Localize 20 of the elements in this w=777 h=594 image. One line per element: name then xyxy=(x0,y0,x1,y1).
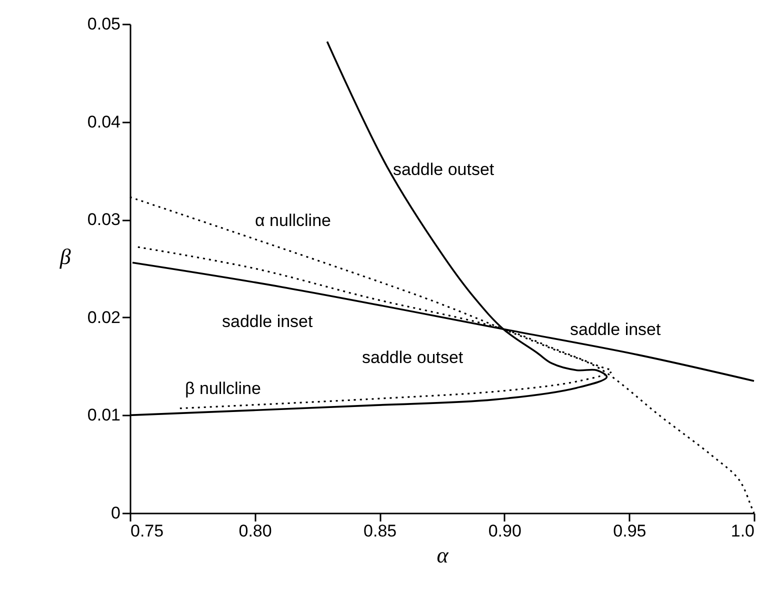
annotation: α nullcline xyxy=(255,211,331,230)
y-tick-label: 0.01 xyxy=(87,406,120,425)
x-tick-label: 0.90 xyxy=(488,522,522,540)
x-tick-label: 0.95 xyxy=(613,522,646,540)
y-tick-label: 0 xyxy=(111,504,120,522)
annotation: saddle outset xyxy=(362,348,464,367)
x-tick-label: 1.0 xyxy=(730,522,754,540)
y-tick-label: 0.02 xyxy=(87,308,120,327)
y-tick-label: 0.03 xyxy=(87,210,120,230)
y-tick-label: 0.04 xyxy=(87,112,120,132)
annotation: saddle outset xyxy=(393,160,494,179)
x-axis-title: α xyxy=(436,542,449,568)
x-tick-label: 0.85 xyxy=(364,522,397,540)
annotation: saddle inset xyxy=(570,320,662,339)
y-axis-title: β xyxy=(58,244,71,269)
annotation: β nullcline xyxy=(185,379,261,398)
annotation: saddle inset xyxy=(222,312,314,331)
x-tick-label: 0.80 xyxy=(238,522,272,540)
y-tick-label: 0.05 xyxy=(87,14,120,34)
x-tick-label: 0.75 xyxy=(130,522,164,540)
